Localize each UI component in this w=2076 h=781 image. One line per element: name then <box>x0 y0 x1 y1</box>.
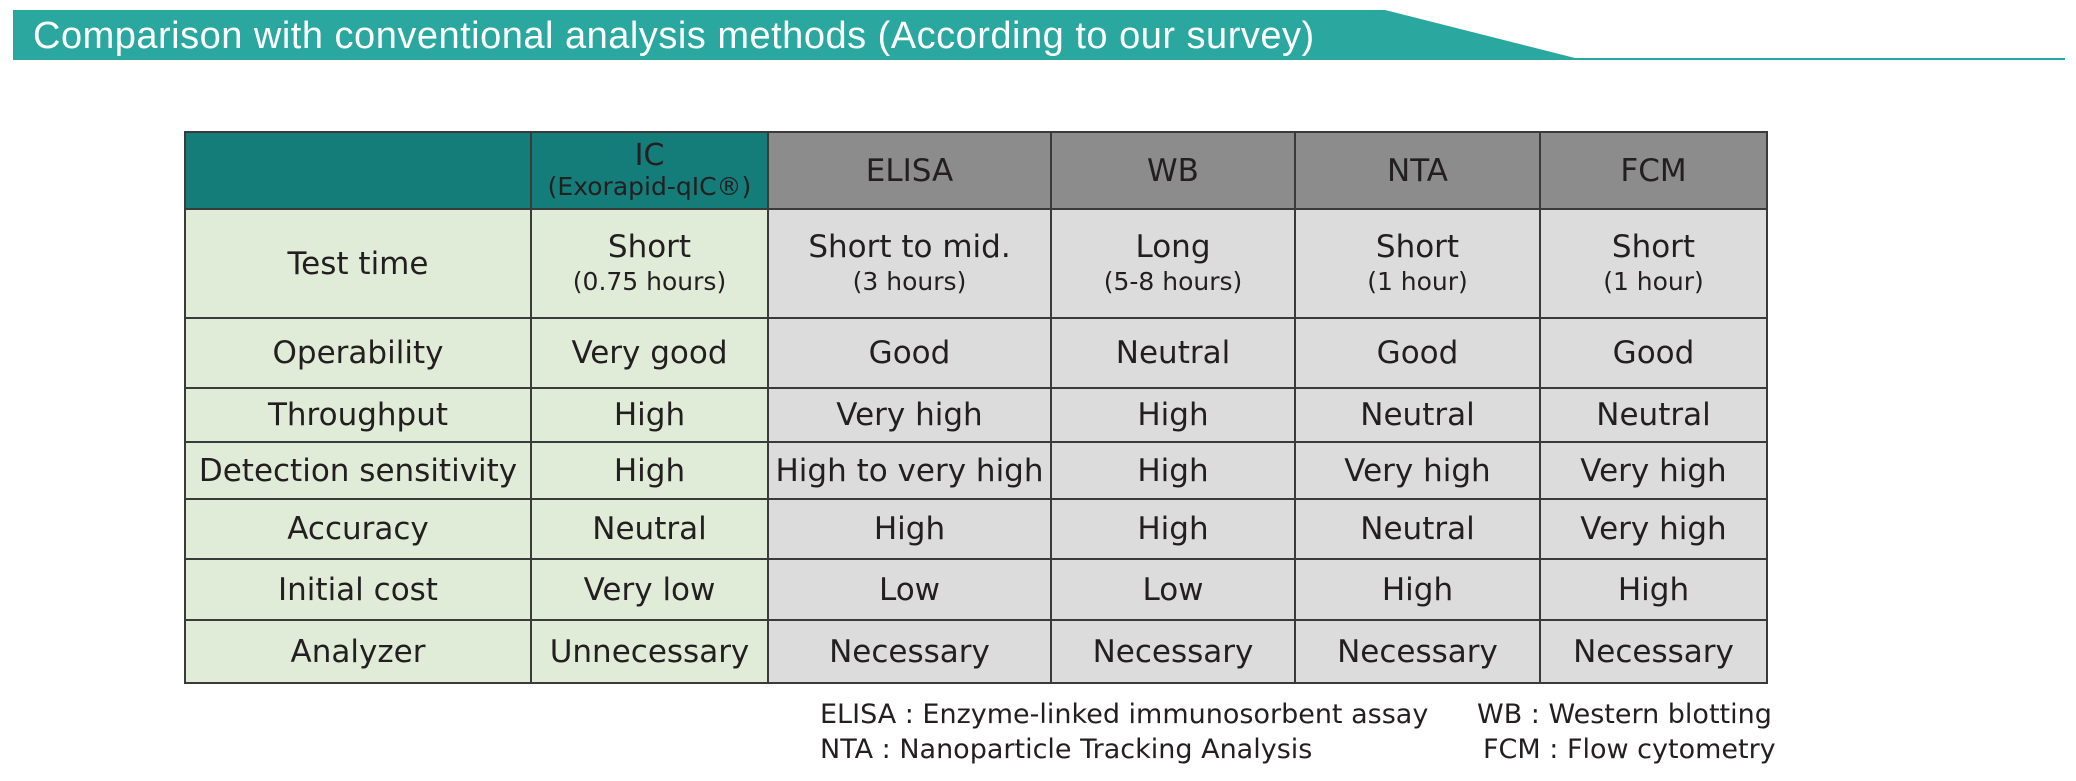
row-label: Operability <box>184 317 532 389</box>
table-cell: High <box>1050 387 1296 443</box>
table-cell: Low <box>767 558 1052 621</box>
banner-title: Comparison with conventional analysis me… <box>33 15 1315 57</box>
row-label: Test time <box>184 208 532 319</box>
table-row-initial-cost: Initial cost Very low Low Low High High <box>184 558 1768 621</box>
table-cell: High <box>1539 558 1768 621</box>
table-cell: Good <box>767 317 1052 389</box>
legend-wb: WB : Western blotting <box>1477 699 1772 730</box>
column-header-ic-product: (Exorapid-qIC®) <box>547 172 752 202</box>
table-cell: High <box>1050 441 1296 500</box>
cell-value: Short <box>1375 228 1460 265</box>
table-cell: Good <box>1294 317 1541 389</box>
legend-fcm: FCM : Flow cytometry <box>1483 734 1776 765</box>
column-header-ic: IC (Exorapid-qIC®) <box>530 131 769 210</box>
table-cell: Low <box>1050 558 1296 621</box>
table-cell: Very high <box>1539 498 1768 560</box>
table-cell: Unnecessary <box>530 619 769 684</box>
table-cell: Necessary <box>1050 619 1296 684</box>
table-cell: Short to mid. (3 hours) <box>767 208 1052 319</box>
column-header-elisa: ELISA <box>767 131 1052 210</box>
cell-subvalue: (1 hour) <box>1603 266 1704 296</box>
column-header-wb: WB <box>1050 131 1296 210</box>
cell-value: Short to mid. <box>808 228 1011 265</box>
cell-value: Long <box>1135 228 1211 265</box>
table-cell: High <box>530 387 769 443</box>
table-cell: Long (5-8 hours) <box>1050 208 1296 319</box>
table-cell: Short (1 hour) <box>1539 208 1768 319</box>
column-header-nta: NTA <box>1294 131 1541 210</box>
row-label: Throughput <box>184 387 532 443</box>
table-cell: High <box>1050 498 1296 560</box>
cell-value: Short <box>607 228 692 265</box>
table-cell: Neutral <box>1294 498 1541 560</box>
table-row-throughput: Throughput High Very high High Neutral N… <box>184 387 1768 443</box>
table-row-analyzer: Analyzer Unnecessary Necessary Necessary… <box>184 619 1768 684</box>
table-cell: Neutral <box>1050 317 1296 389</box>
section-banner: Comparison with conventional analysis me… <box>13 10 2065 62</box>
table-row-accuracy: Accuracy Neutral High High Neutral Very … <box>184 498 1768 560</box>
table-cell: Very high <box>1294 441 1541 500</box>
cell-value: Short <box>1611 228 1696 265</box>
table-row-test-time: Test time Short (0.75 hours) Short to mi… <box>184 208 1768 319</box>
table-cell: Neutral <box>1539 387 1768 443</box>
row-label: Analyzer <box>184 619 532 684</box>
cell-subvalue: (1 hour) <box>1367 266 1468 296</box>
table-cell: High <box>530 441 769 500</box>
banner-shape <box>13 10 2065 60</box>
table-cell: Very high <box>767 387 1052 443</box>
table-row-operability: Operability Very good Good Neutral Good … <box>184 317 1768 389</box>
table-cell: Very low <box>530 558 769 621</box>
table-cell: Neutral <box>530 498 769 560</box>
cell-subvalue: (0.75 hours) <box>572 266 727 296</box>
row-label: Accuracy <box>184 498 532 560</box>
table-cell: High to very high <box>767 441 1052 500</box>
table-cell: Short (0.75 hours) <box>530 208 769 319</box>
table-cell: Necessary <box>1539 619 1768 684</box>
table-cell: Very high <box>1539 441 1768 500</box>
legend-nta: NTA : Nanoparticle Tracking Analysis <box>820 734 1313 765</box>
table-cell: High <box>767 498 1052 560</box>
table-cell: Necessary <box>1294 619 1541 684</box>
column-header-ic-name: IC <box>634 137 665 173</box>
table-row-detection-sensitivity: Detection sensitivity High High to very … <box>184 441 1768 500</box>
row-label: Initial cost <box>184 558 532 621</box>
cell-subvalue: (3 hours) <box>852 266 967 296</box>
table-cell: Good <box>1539 317 1768 389</box>
cell-subvalue: (5-8 hours) <box>1103 266 1243 296</box>
table-cell: Necessary <box>767 619 1052 684</box>
legend-elisa: ELISA : Enzyme-linked immunosorbent assa… <box>820 699 1429 730</box>
table-cell: Very good <box>530 317 769 389</box>
table-cell: High <box>1294 558 1541 621</box>
header-corner <box>184 131 532 210</box>
table-cell: Neutral <box>1294 387 1541 443</box>
row-label: Detection sensitivity <box>184 441 532 500</box>
comparison-table: IC (Exorapid-qIC®) ELISA WB NTA FCM Test… <box>184 131 1768 684</box>
header-row: IC (Exorapid-qIC®) ELISA WB NTA FCM <box>184 131 1768 210</box>
column-header-fcm: FCM <box>1539 131 1768 210</box>
table-cell: Short (1 hour) <box>1294 208 1541 319</box>
